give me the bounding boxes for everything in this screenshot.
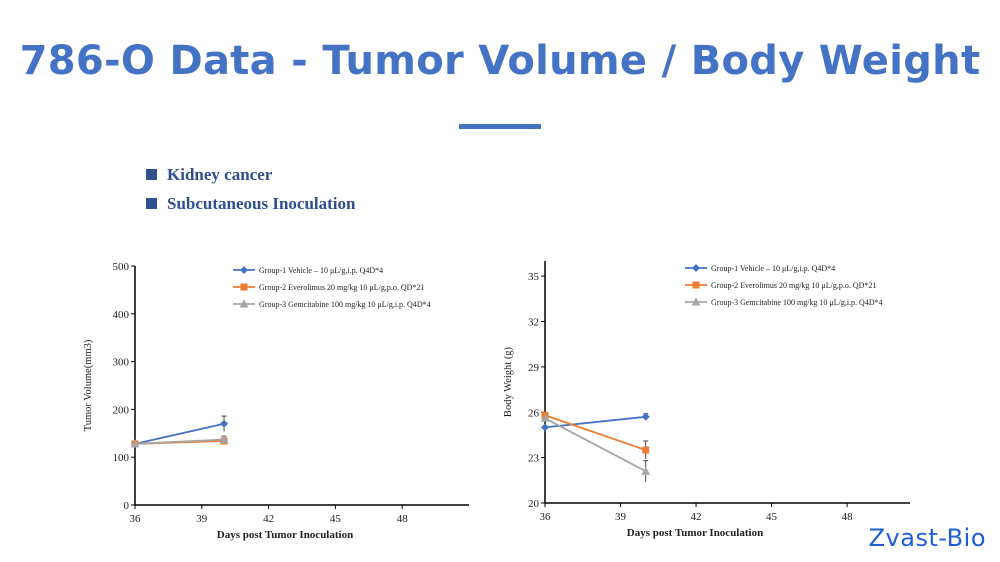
bullet-item: Kidney cancer (146, 160, 355, 189)
x-tick-label: 45 (766, 511, 778, 523)
series-line (544, 415, 646, 429)
series-line (134, 438, 225, 445)
legend-marker (240, 266, 248, 274)
y-tick-label: 300 (113, 357, 130, 369)
legend-marker (692, 281, 700, 289)
tumor-volume-chart-svg: 0 100 200 300 400 500 36 39 42 45 48 Days post Tumo… (83, 261, 469, 541)
legend-label: Group-2 Everolimus 20 mg/kg 10 μL/g,p.o.… (259, 283, 424, 292)
y-tick-label: 32 (528, 317, 539, 329)
x-tick-label: 48 (397, 513, 409, 525)
y-axis-label: Body Weight (g) (503, 346, 514, 417)
title-underline (459, 124, 541, 129)
data-point (540, 413, 550, 422)
legend-label: Group-2 Everolimus 20 mg/kg 10 μL/g,p.o.… (711, 281, 876, 290)
legend-label: Group-1 Vehicle – 10 μL/g,i.p. Q4D*4 (259, 266, 383, 275)
x-tick-label: 42 (263, 513, 274, 525)
y-tick-label: 200 (113, 404, 130, 416)
y-tick-label: 0 (124, 500, 130, 512)
square-bullet-icon (146, 198, 157, 209)
x-axis-label: Days post Tumor Inoculation (217, 529, 353, 541)
bullet-text: Subcutaneous Inoculation (167, 193, 356, 213)
y-tick-label: 500 (113, 261, 130, 273)
y-tick-label: 26 (528, 407, 540, 419)
y-tick-label: 29 (528, 362, 540, 374)
x-tick-label: 39 (196, 513, 208, 525)
brand-logo-text: Zvast-Bio (868, 524, 986, 552)
x-tick-label: 36 (130, 513, 142, 525)
x-tick-label: 39 (615, 511, 627, 523)
y-tick-label: 23 (528, 453, 540, 465)
data-point (130, 439, 140, 448)
data-point (541, 423, 549, 432)
data-point (642, 446, 650, 454)
legend-marker (239, 299, 249, 308)
y-tick-label: 400 (113, 309, 130, 321)
y-tick-label: 20 (528, 498, 540, 510)
x-tick-label: 42 (691, 511, 702, 523)
x-tick-label: 36 (540, 511, 552, 523)
data-point (220, 419, 229, 428)
tumor-volume-chart: 0 100 200 300 400 500 36 39 42 45 48 Days post Tumo… (75, 250, 485, 555)
bullet-list: Kidney cancer Subcutaneous Inoculation (146, 160, 355, 218)
square-bullet-icon (146, 169, 157, 180)
bullet-item: Subcutaneous Inoculation (146, 189, 355, 218)
x-tick-label: 45 (330, 513, 342, 525)
legend-marker (691, 297, 701, 306)
y-tick-label: 100 (113, 452, 130, 464)
legend-label: Group-3 Gemcitabine 100 mg/kg 10 μL/g,i.… (711, 298, 883, 307)
data-point (641, 466, 651, 475)
y-tick-label: 35 (528, 271, 540, 283)
slide-title: 786-O Data - Tumor Volume / Body Weight (19, 38, 981, 84)
legend-marker (240, 283, 248, 291)
x-axis-label: Days post Tumor Inoculation (627, 527, 763, 539)
legend-marker (692, 264, 700, 272)
data-point (219, 435, 229, 444)
series-line (544, 417, 647, 473)
body-weight-chart: 20 23 26 29 32 35 36 39 42 45 48 Days post Tumor In… (500, 250, 925, 555)
legend-label: Group-1 Vehicle – 10 μL/g,i.p. Q4D*4 (711, 264, 835, 273)
body-weight-chart-svg: 20 23 26 29 32 35 36 39 42 45 48 Days post Tumor In… (503, 261, 910, 539)
y-axis-label: Tumor Volume(mm3) (83, 339, 94, 431)
data-point (641, 412, 650, 421)
series-line (544, 414, 646, 451)
bullet-text: Kidney cancer (167, 164, 273, 184)
legend-label: Group-3 Gemcitabine 100 mg/kg 10 μL/g,i.… (259, 300, 431, 309)
series-line (134, 422, 225, 445)
x-tick-label: 48 (842, 511, 854, 523)
